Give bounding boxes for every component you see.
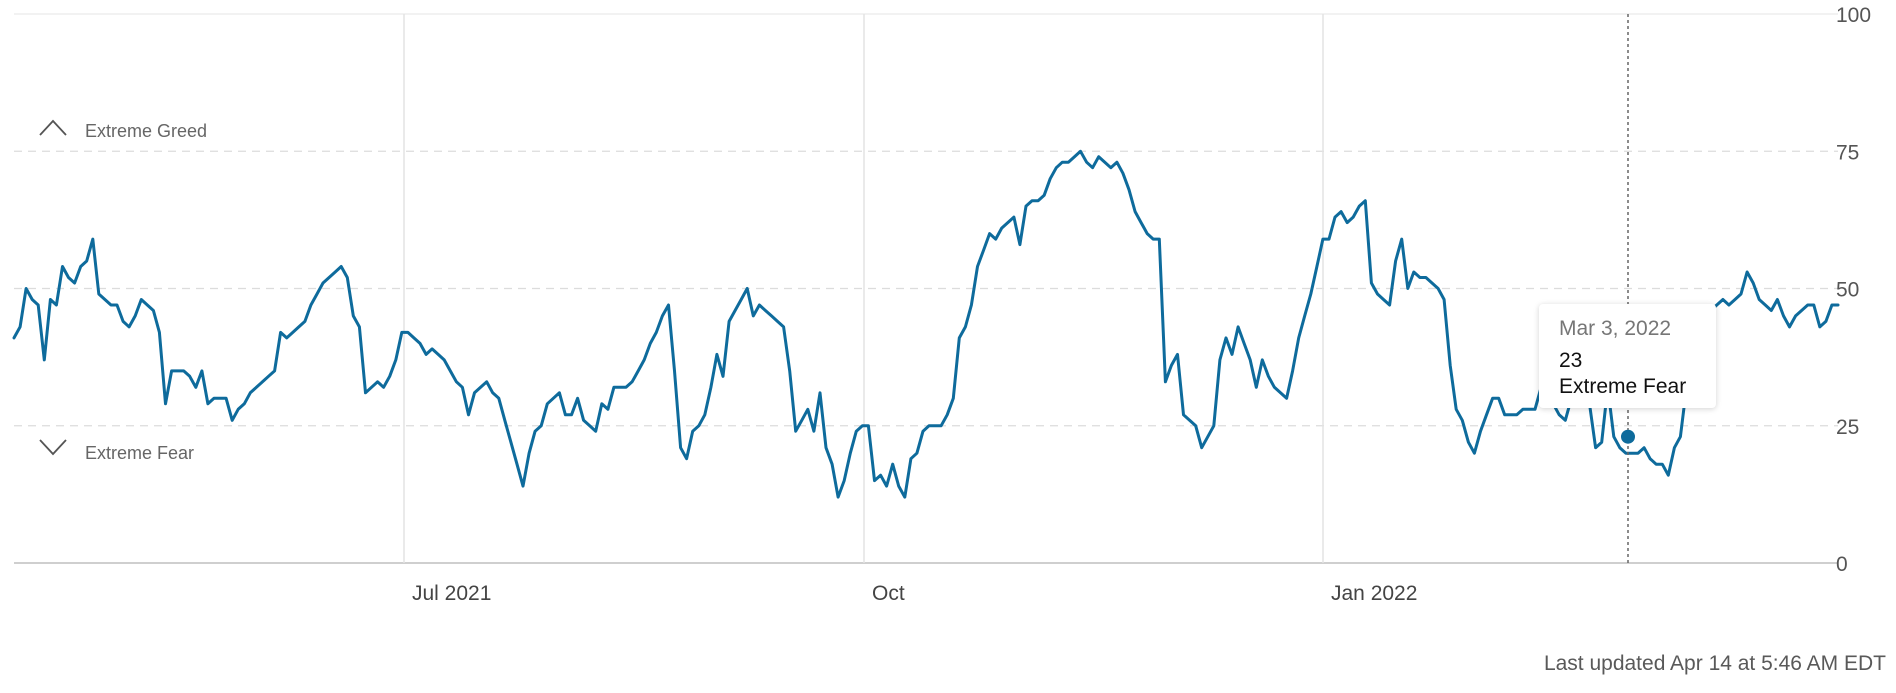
y-tick-label: 25 [1836,416,1859,439]
hover-point [1621,429,1635,444]
data-tooltip: Mar 3, 2022 23 Extreme Fear [1539,304,1716,408]
grid-layer [14,13,1838,564]
hover-layer [1621,14,1635,563]
series-line [12,149,1840,499]
y-tick-label: 100 [1836,4,1871,27]
y-tick-label: 75 [1836,141,1859,164]
chevron-up-icon [39,119,67,136]
zone-label: Extreme Greed [85,121,207,141]
tooltip-rating: Extreme Fear [1559,375,1687,398]
last-updated-text: Last updated Apr 14 at 5:46 AM EDT [1543,652,1886,675]
tick-labels: 0 25 50 75 100 Jul 2021 Oct Jan 2022 [412,4,1871,605]
chevron-down-icon [39,439,67,456]
series-layer [12,149,1840,499]
zone-label: Extreme Fear [85,443,194,463]
x-tick-label: Jan 2022 [1331,582,1417,605]
x-tick-label: Oct [872,582,905,605]
y-tick-label: 0 [1836,553,1848,576]
tooltip-value: 23 [1559,349,1583,372]
y-tick-label: 50 [1836,279,1859,302]
zone-labels: Extreme Greed Extreme Fear [39,119,207,463]
tooltip-date: Mar 3, 2022 [1559,317,1672,340]
x-tick-label: Jul 2021 [412,582,491,605]
